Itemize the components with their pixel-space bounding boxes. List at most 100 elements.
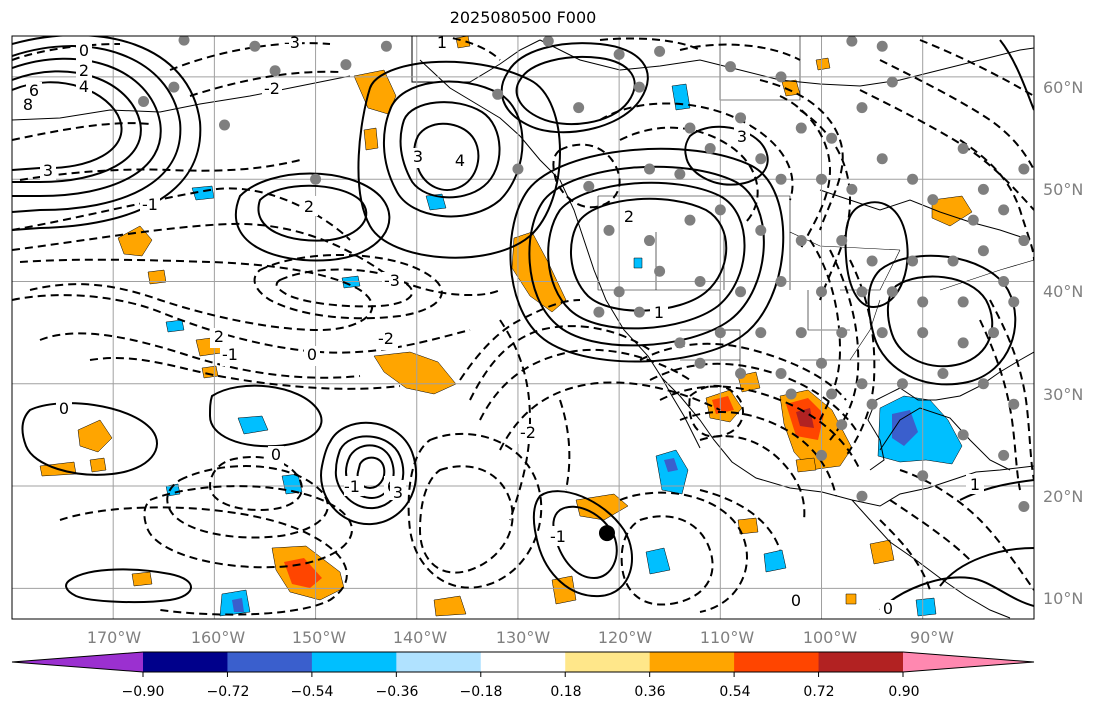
station-dot: [927, 194, 939, 206]
station-dot: [633, 81, 645, 93]
station-dot: [755, 327, 767, 339]
colorbar-segment: [227, 652, 313, 672]
station-dot: [674, 337, 686, 349]
contour-label: -2: [264, 79, 280, 98]
station-dot: [876, 40, 888, 52]
lon-label: 100°W: [803, 628, 858, 647]
station-dot: [573, 102, 585, 114]
station-dot: [917, 470, 929, 482]
colorbar-segment: [649, 652, 735, 672]
storm-center-marker: [598, 525, 615, 542]
station-dot: [977, 245, 989, 257]
contour-label: 3: [413, 147, 423, 166]
map-frame: [11, 35, 1035, 620]
station-dot: [876, 153, 888, 165]
contour-label: 0: [59, 399, 69, 418]
station-dot: [795, 327, 807, 339]
station-dot: [775, 71, 787, 83]
station-dot: [1008, 398, 1020, 410]
station-dot: [907, 173, 919, 185]
station-dot: [947, 255, 959, 267]
station-dot: [735, 286, 747, 298]
station-dot: [977, 378, 989, 390]
map-title: 2025080500 F000: [449, 8, 597, 27]
colorbar-segment: [311, 652, 397, 672]
lat-label: 30°N: [1043, 385, 1083, 404]
lon-label: 160°W: [191, 628, 246, 647]
lat-label: 60°N: [1043, 78, 1083, 97]
station-dot: [704, 143, 716, 155]
station-dot: [755, 224, 767, 236]
station-dot: [856, 286, 868, 298]
station-dot: [249, 40, 261, 52]
station-dot: [998, 449, 1010, 461]
station-dot: [816, 173, 828, 185]
station-dot: [542, 36, 554, 47]
contour-label: 2: [214, 327, 224, 346]
contour-label: 8: [23, 95, 33, 114]
station-dot: [816, 449, 828, 461]
station-dot: [957, 143, 969, 155]
lon-label: 150°W: [292, 628, 347, 647]
contour-label: 0: [791, 591, 801, 610]
station-dot: [593, 306, 605, 318]
station-dot: [988, 327, 1000, 339]
station-dot: [613, 286, 625, 298]
station-dot: [1018, 235, 1030, 247]
station-dot: [310, 173, 322, 185]
station-dot: [674, 168, 686, 180]
station-dot: [654, 265, 666, 277]
lat-label: 20°N: [1043, 487, 1083, 506]
station-dot: [492, 88, 504, 100]
colorbar-tick-label: 0.72: [803, 684, 834, 700]
station-dot: [643, 163, 655, 175]
colorbar-tick-label: −0.54: [291, 684, 334, 700]
station-dot: [603, 224, 615, 236]
station-dot: [836, 419, 848, 431]
station-dot: [775, 275, 787, 287]
station-dot: [917, 327, 929, 339]
station-dot: [876, 327, 888, 339]
contour-label: -1: [550, 527, 566, 546]
station-dot: [896, 378, 908, 390]
station-dot: [957, 337, 969, 349]
lat-label: 10°N: [1043, 589, 1083, 608]
station-dot: [218, 119, 230, 131]
contour-label: 0: [79, 41, 89, 60]
station-dot: [998, 204, 1010, 216]
contour-label: 2: [79, 61, 89, 80]
contour-label: -2: [520, 423, 536, 442]
colorbar-tick-label: −0.72: [207, 684, 250, 700]
contour-label: 1: [654, 303, 664, 322]
colorbar-segment: [480, 652, 566, 672]
station-dot: [1018, 500, 1030, 512]
colorbar-segments: [12, 652, 1034, 672]
contour-label: -3: [384, 271, 400, 290]
station-dot: [856, 102, 868, 114]
station-dot: [866, 255, 878, 267]
station-dot: [886, 286, 898, 298]
station-dot: [795, 235, 807, 247]
station-dot: [775, 173, 787, 185]
contour-label: 0: [883, 599, 893, 618]
station-dot: [886, 76, 898, 88]
colorbar-tick-label: −0.90: [122, 684, 165, 700]
station-dot: [340, 59, 352, 71]
station-dot: [380, 40, 392, 52]
colorbar-labels: −0.90 −0.72 −0.54 −0.36 −0.18 0.18 0.36 …: [122, 684, 920, 700]
station-dot: [583, 180, 595, 192]
station-dot: [694, 275, 706, 287]
map-area: 0 2 6 8 4 3 -1 -2 -3 1 2 3 4 -2 0 -1 2 0…: [12, 36, 1034, 619]
station-dot: [1008, 296, 1020, 308]
station-dot: [826, 388, 838, 400]
colorbar-segment: [143, 652, 228, 672]
station-dot: [866, 398, 878, 410]
lon-label: 130°W: [496, 628, 551, 647]
station-dot: [816, 286, 828, 298]
contour-label: 4: [79, 77, 89, 96]
anomaly-shading: [39, 36, 973, 617]
station-dot: [856, 378, 868, 390]
station-dot: [654, 45, 666, 57]
contour-labels: 0 2 6 8 4 3 -1 -2 -3 1 2 3 4 -2 0 -1 2 0…: [20, 36, 984, 619]
